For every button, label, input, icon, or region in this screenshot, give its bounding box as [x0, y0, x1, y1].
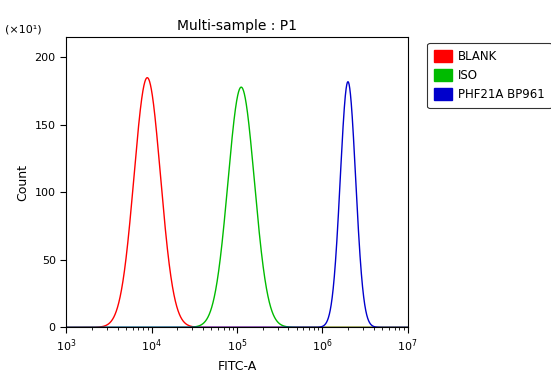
X-axis label: FITC-A: FITC-A — [217, 360, 257, 372]
Text: (×10¹): (×10¹) — [4, 24, 41, 34]
Title: Multi-sample : P1: Multi-sample : P1 — [177, 19, 297, 33]
Legend: BLANK, ISO, PHF21A BP961: BLANK, ISO, PHF21A BP961 — [428, 43, 551, 108]
Y-axis label: Count: Count — [16, 164, 29, 201]
